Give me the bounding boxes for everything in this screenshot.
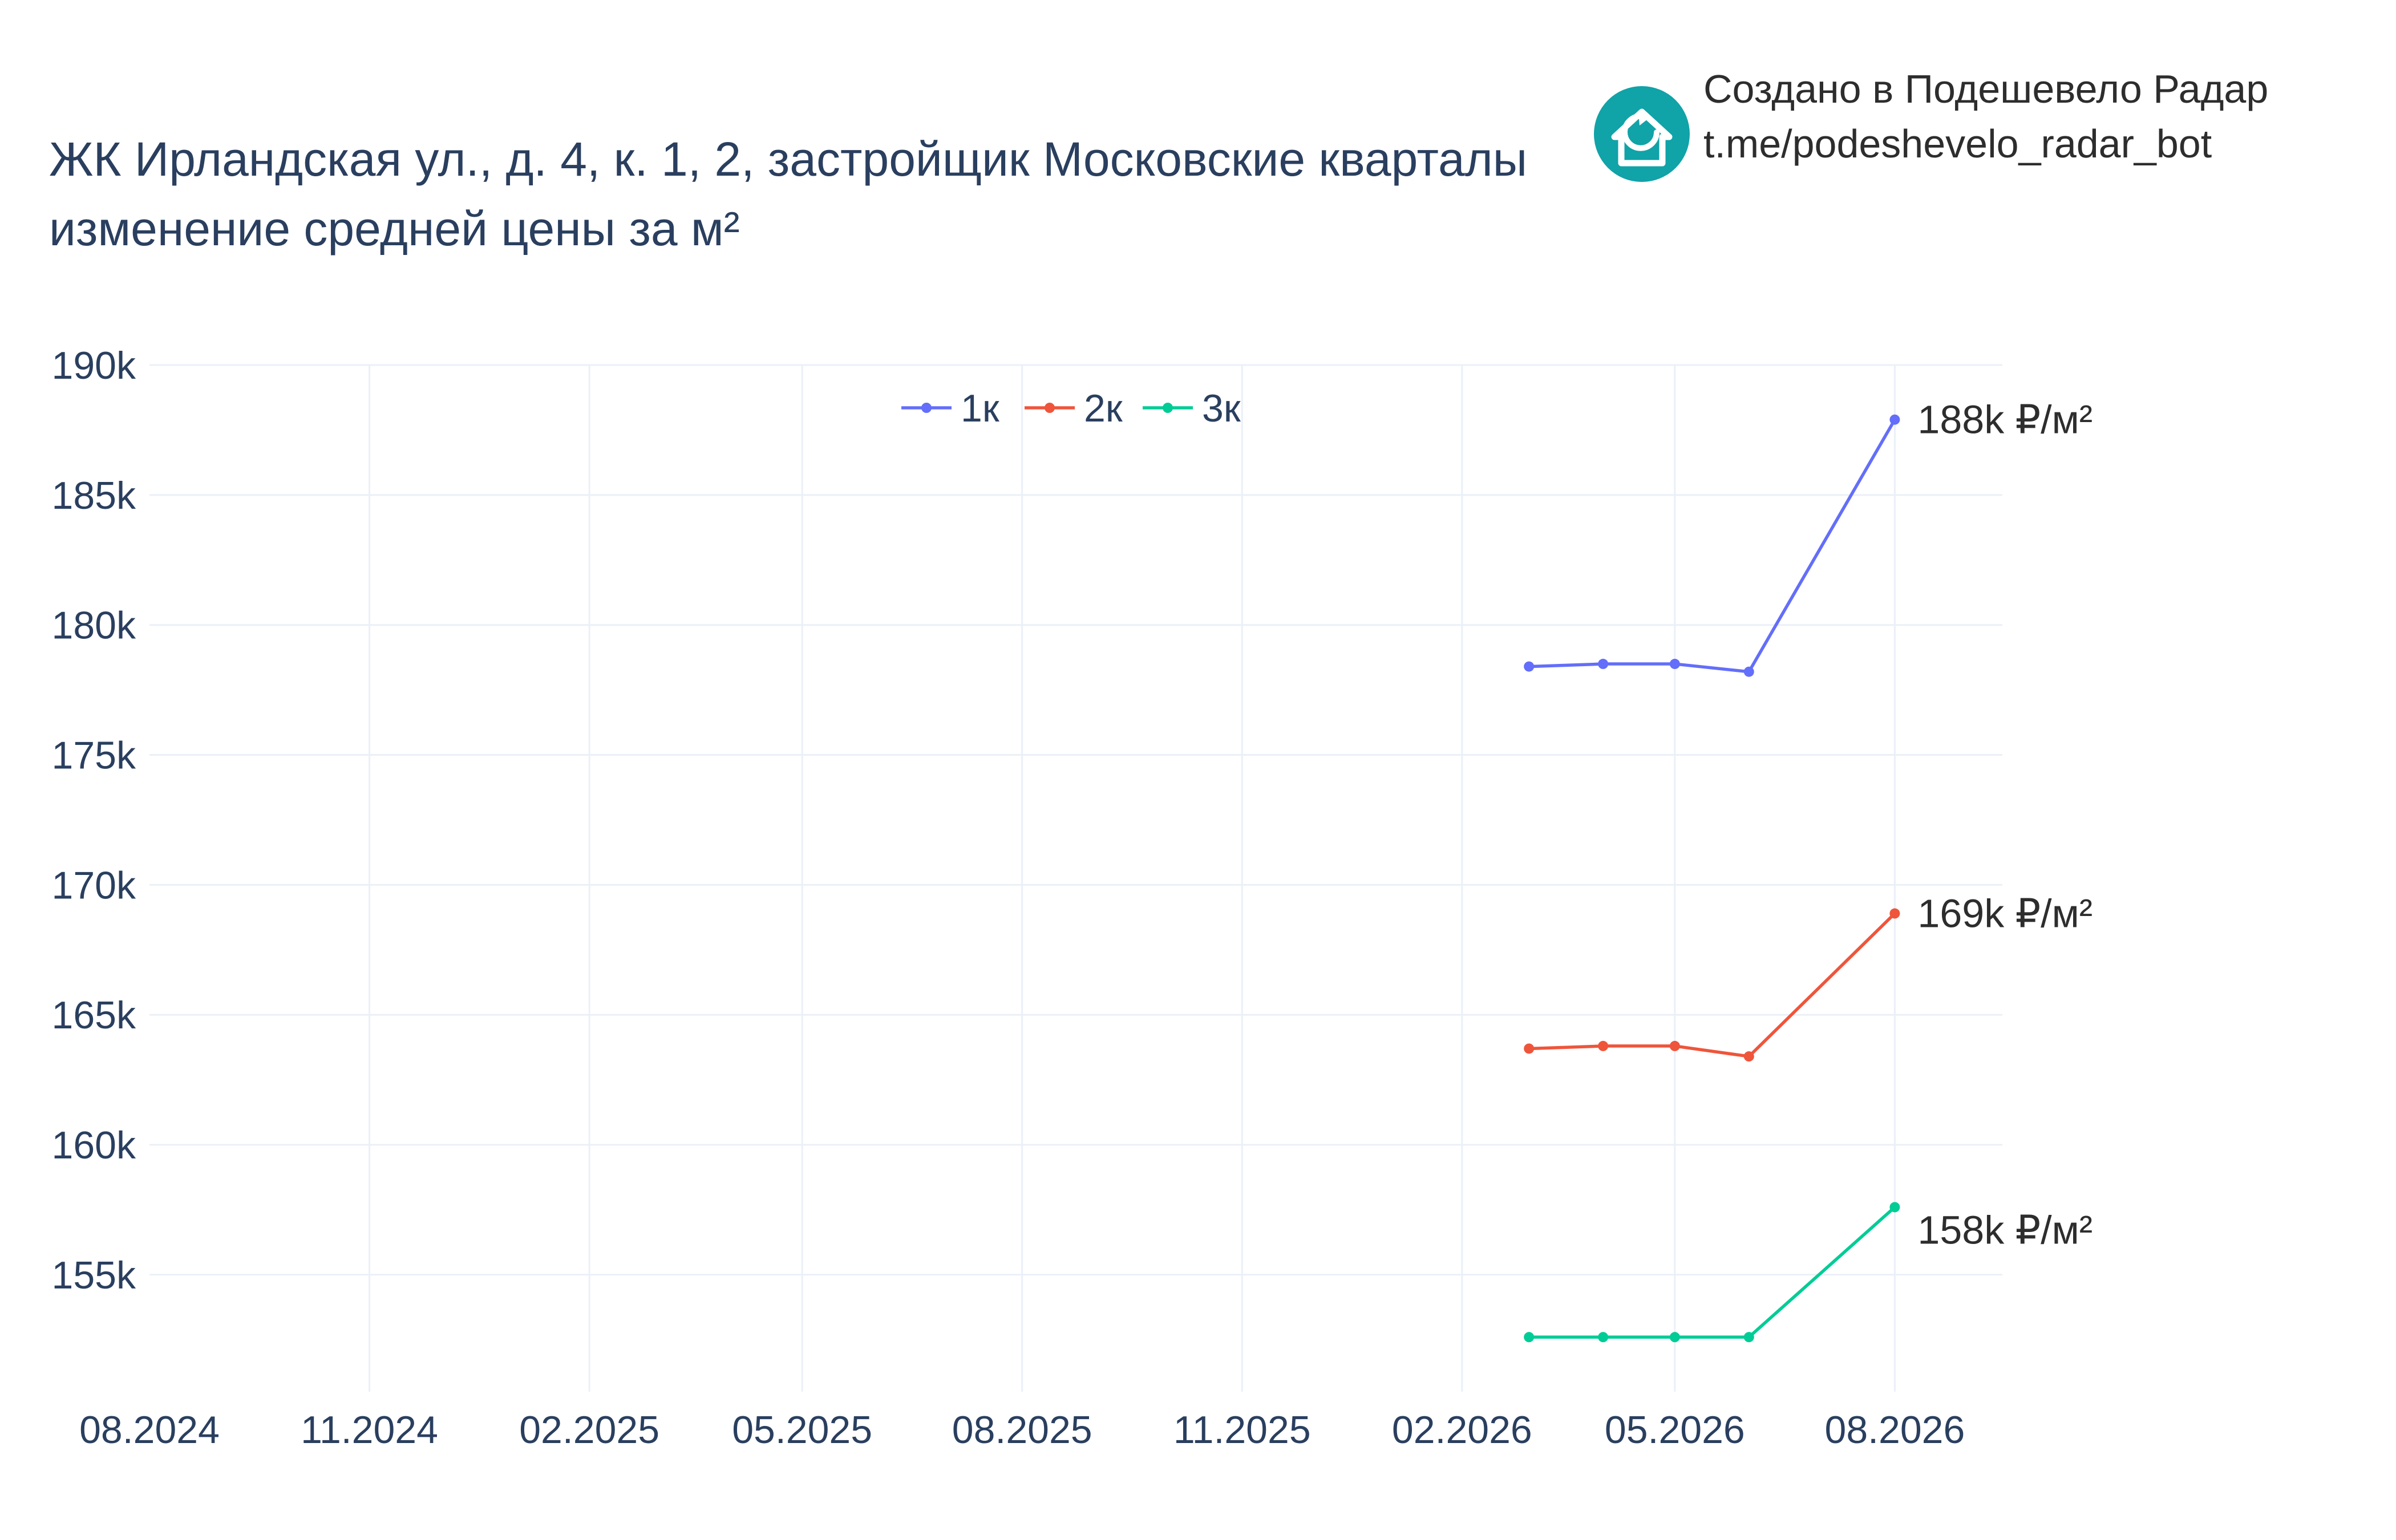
- legend-item[interactable]: 2к: [1025, 387, 1123, 430]
- data-point[interactable]: [1598, 1040, 1609, 1051]
- y-tick-label: 170k: [52, 864, 136, 907]
- data-point[interactable]: [1743, 1051, 1754, 1062]
- data-point[interactable]: [1889, 908, 1900, 919]
- legend-label: 1к: [961, 387, 1000, 430]
- legend-marker: [1045, 403, 1055, 413]
- y-tick-label: 165k: [52, 994, 136, 1037]
- grid: [149, 364, 2002, 1392]
- data-point[interactable]: [1743, 666, 1754, 677]
- chart-title: ЖК Ирландская ул., д. 4, к. 1, 2, застро…: [49, 132, 1527, 186]
- data-point[interactable]: [1598, 659, 1609, 670]
- y-tick-label: 175k: [52, 734, 136, 777]
- x-tick-label: 05.2025: [732, 1408, 872, 1452]
- end-value-label: 188k ₽/м²: [1917, 398, 2093, 442]
- branding-line-1: Создано в Подешевело Радар: [1703, 67, 2268, 111]
- x-tick-label: 11.2025: [1173, 1408, 1311, 1452]
- data-point[interactable]: [1669, 659, 1680, 670]
- x-tick-label: 02.2025: [519, 1408, 659, 1452]
- legend-item[interactable]: 3к: [1143, 387, 1241, 430]
- data-point[interactable]: [1669, 1332, 1680, 1343]
- y-tick-label: 160k: [52, 1124, 136, 1167]
- x-tick-label: 02.2026: [1392, 1408, 1532, 1452]
- x-tick-label: 05.2026: [1605, 1408, 1745, 1452]
- x-tick-label: 08.2024: [79, 1408, 220, 1452]
- legend-label: 3к: [1202, 387, 1241, 430]
- series-2: [1524, 908, 1900, 1062]
- axes: 08.2024 11.2024 02.2025 05.2025 08.2025 11.20…: [52, 344, 1965, 1452]
- y-tick-label: 155k: [52, 1254, 136, 1297]
- data-point[interactable]: [1669, 1040, 1680, 1051]
- data-point[interactable]: [1524, 661, 1535, 672]
- legend-marker: [921, 403, 932, 413]
- data-point[interactable]: [1598, 1332, 1609, 1343]
- end-value-label: 158k ₽/м²: [1917, 1207, 2093, 1252]
- branding-link[interactable]: t.me/podeshevelo_radar_bot: [1703, 121, 2212, 166]
- y-tick-label: 190k: [52, 344, 136, 387]
- series-3: [1524, 1202, 1900, 1343]
- data-point[interactable]: [1889, 1202, 1900, 1213]
- chart-subtitle: изменение средней цены за м²: [49, 202, 740, 256]
- legend[interactable]: 1к 2к 3к: [901, 387, 1241, 430]
- x-tick-label: 08.2026: [1825, 1408, 1965, 1452]
- end-labels: 188k ₽/м² 169k ₽/м² 158k ₽/м²: [1917, 398, 2093, 1253]
- end-value-label: 169k ₽/м²: [1917, 891, 2093, 936]
- data-point[interactable]: [1524, 1332, 1535, 1343]
- house-arrow-icon: [1594, 86, 1690, 182]
- branding[interactable]: Создано в Подешевело Радар t.me/podeshev…: [1594, 67, 2268, 182]
- x-tick-label: 11.2024: [301, 1408, 438, 1452]
- y-tick-label: 180k: [52, 604, 136, 647]
- legend-label: 2к: [1084, 387, 1123, 430]
- series-line: [1529, 912, 1896, 1058]
- y-tick-label: 185k: [52, 474, 136, 517]
- series-1: [1524, 414, 1900, 677]
- series-line: [1529, 419, 1896, 674]
- legend-marker: [1163, 403, 1173, 413]
- legend-item[interactable]: 1к: [901, 387, 1000, 430]
- data-point[interactable]: [1524, 1043, 1535, 1054]
- series-line: [1529, 1206, 1896, 1339]
- series-layer: [1524, 414, 1900, 1343]
- data-point[interactable]: [1743, 1332, 1754, 1343]
- data-point[interactable]: [1889, 414, 1900, 425]
- x-tick-label: 08.2025: [952, 1408, 1092, 1452]
